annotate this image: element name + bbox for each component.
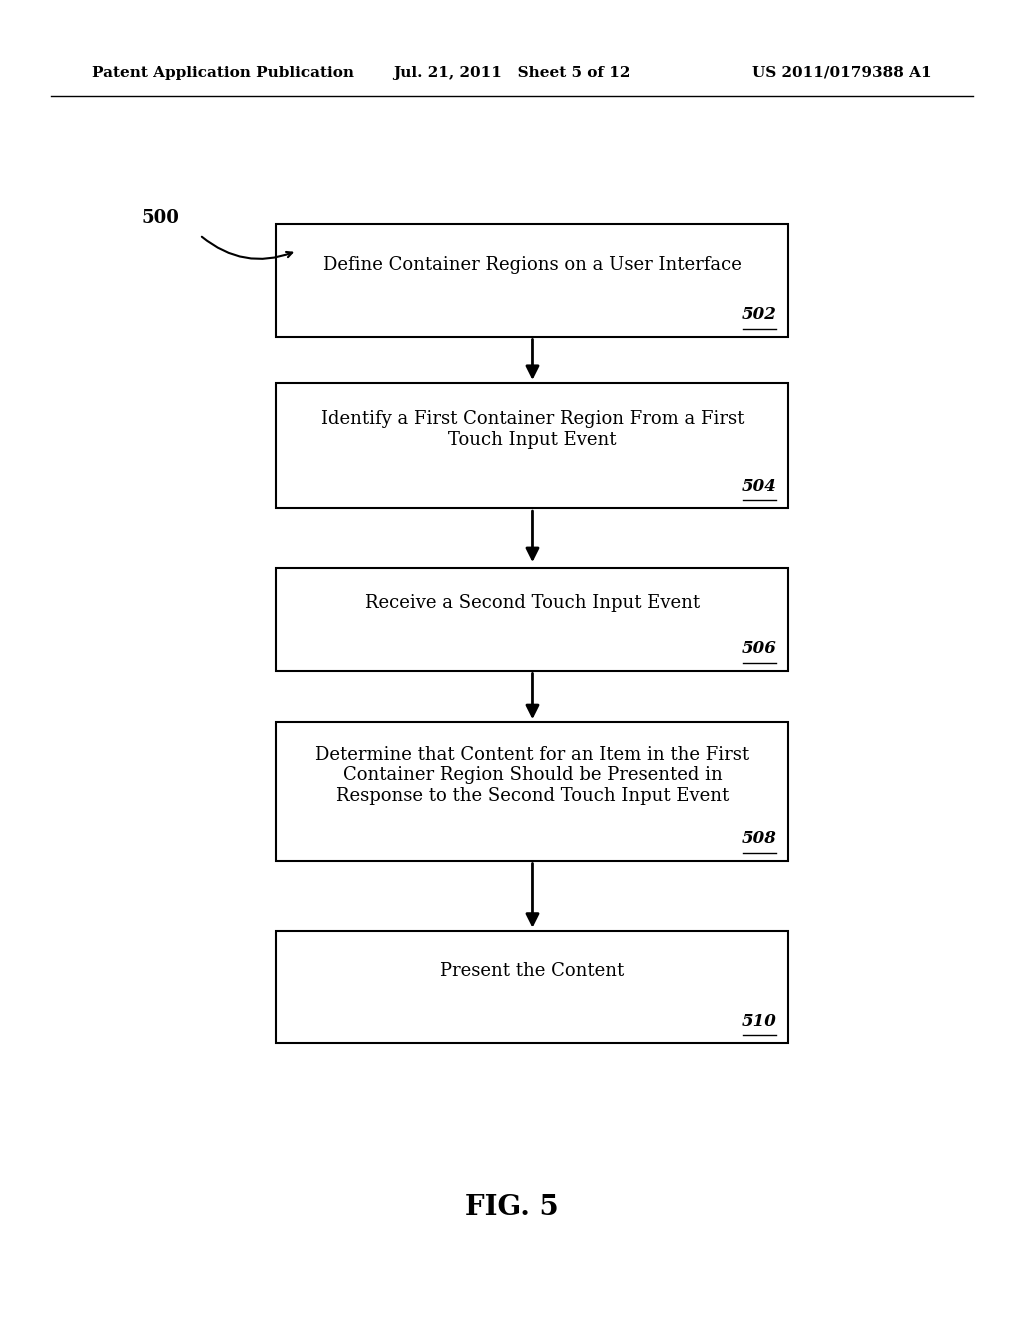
FancyBboxPatch shape bbox=[276, 931, 788, 1043]
Text: US 2011/0179388 A1: US 2011/0179388 A1 bbox=[753, 66, 932, 79]
Text: 508: 508 bbox=[741, 830, 776, 847]
Text: Identify a First Container Region From a First
Touch Input Event: Identify a First Container Region From a… bbox=[321, 411, 744, 449]
Text: Jul. 21, 2011   Sheet 5 of 12: Jul. 21, 2011 Sheet 5 of 12 bbox=[393, 66, 631, 79]
FancyBboxPatch shape bbox=[276, 722, 788, 861]
FancyBboxPatch shape bbox=[276, 224, 788, 337]
Text: 502: 502 bbox=[741, 306, 776, 323]
Text: 504: 504 bbox=[741, 478, 776, 495]
Text: Determine that Content for an Item in the First
Container Region Should be Prese: Determine that Content for an Item in th… bbox=[315, 746, 750, 805]
Text: Define Container Regions on a User Interface: Define Container Regions on a User Inter… bbox=[323, 256, 742, 273]
Text: 506: 506 bbox=[741, 640, 776, 657]
Text: Patent Application Publication: Patent Application Publication bbox=[92, 66, 354, 79]
Text: FIG. 5: FIG. 5 bbox=[465, 1195, 559, 1221]
Text: Present the Content: Present the Content bbox=[440, 962, 625, 979]
Text: 500: 500 bbox=[141, 209, 179, 227]
Text: Receive a Second Touch Input Event: Receive a Second Touch Input Event bbox=[365, 594, 700, 612]
FancyBboxPatch shape bbox=[276, 568, 788, 671]
FancyBboxPatch shape bbox=[276, 383, 788, 508]
Text: 510: 510 bbox=[741, 1012, 776, 1030]
